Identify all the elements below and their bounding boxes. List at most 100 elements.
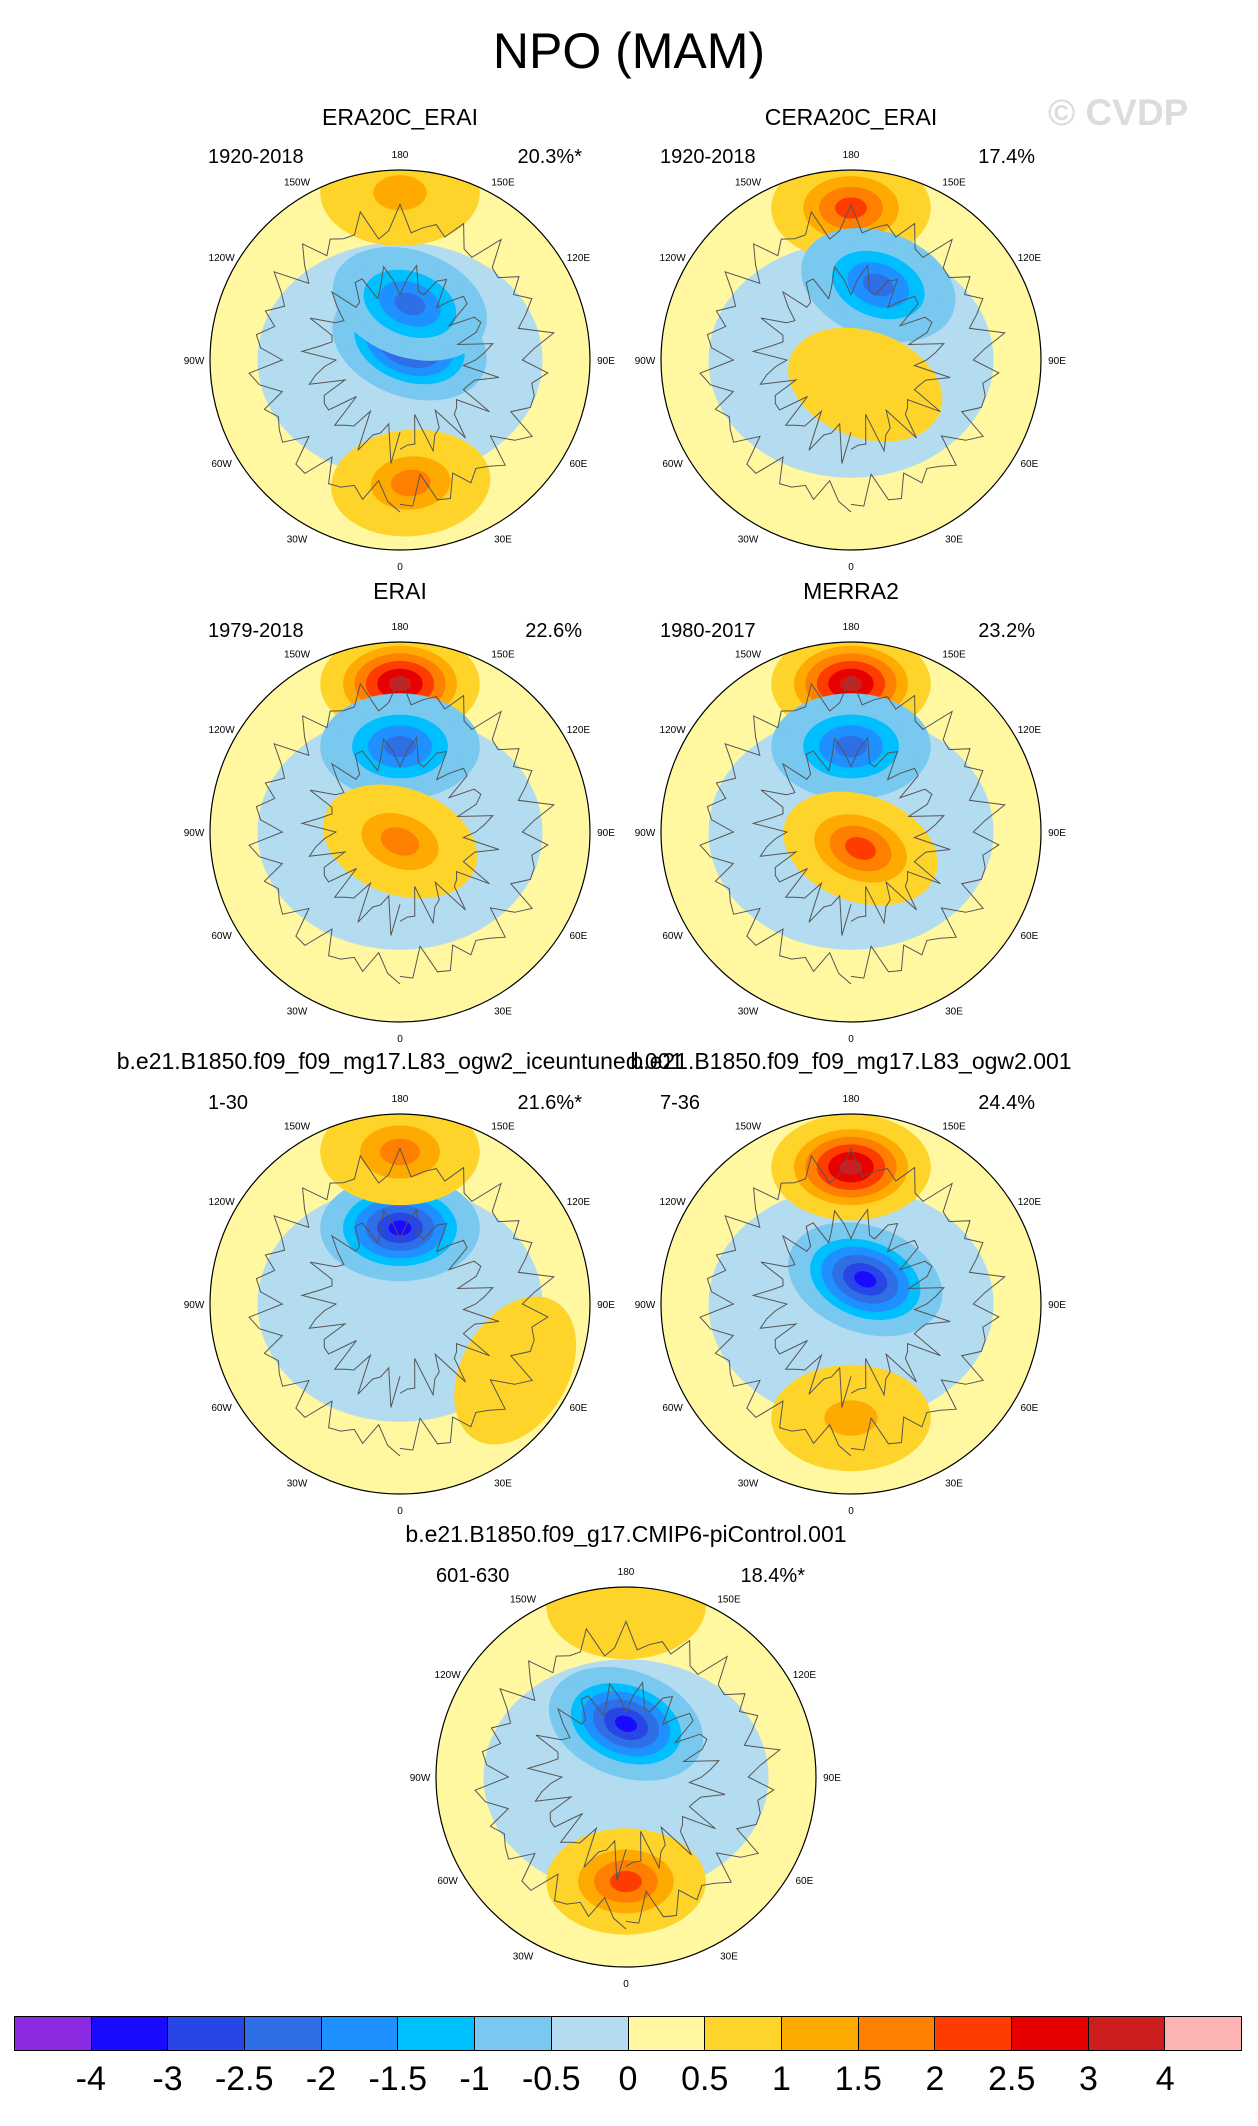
longitude-label: 120E: [793, 1670, 817, 1681]
colorbar-tick-label: 1.5: [834, 2060, 882, 2098]
map-outline: [660, 1113, 1042, 1495]
panel-period: 1-30: [208, 1092, 249, 1114]
anomaly-high-contour: [586, 1587, 666, 1633]
anomaly-low-contour: [835, 735, 867, 758]
colorbar-tick-label: 2: [925, 2060, 945, 2098]
anomaly-high-contour: [380, 1138, 420, 1166]
anomaly-low-contour: [854, 1271, 877, 1288]
coastline: [751, 264, 951, 464]
longitude-label: 30E: [945, 534, 963, 545]
longitude-label: 60W: [437, 1876, 458, 1887]
longitude-label: 30W: [738, 1006, 759, 1017]
longitude-label: 30E: [494, 1478, 512, 1489]
longitude-label: 60E: [570, 1403, 588, 1414]
longitude-label: 0: [623, 1979, 629, 1990]
polar-map: 180 150E 120E 90E 60E 30E 0 30W 60W 90W 120W 150W: [635, 622, 1067, 1045]
colorbar-swatch: [15, 2017, 92, 2050]
longitude-label: 30W: [738, 534, 759, 545]
map-outline: [660, 169, 1042, 551]
longitude-label: 30W: [287, 534, 308, 545]
longitude-label: 150E: [942, 178, 966, 189]
panel-variance: 20.3%*: [517, 146, 583, 168]
polar-map: 180 150E 120E 90E 60E 30E 0 30W 60W 90W 120W 150W: [184, 622, 616, 1045]
longitude-label: 90W: [184, 356, 205, 367]
longitude-label: 120W: [209, 725, 236, 736]
colorbar-swatch: [551, 2017, 629, 2050]
longitude-label: 120E: [1018, 1197, 1042, 1208]
colorbar-swatch: [475, 2017, 552, 2050]
coastline: [248, 1147, 556, 1457]
longitude-label: 0: [848, 1034, 854, 1045]
longitude-label: 30E: [494, 1006, 512, 1017]
anomaly-high-contour: [373, 175, 427, 211]
longitude-label: 90E: [1048, 356, 1066, 367]
watermark: © CVDP: [1048, 92, 1189, 133]
longitude-label: 0: [848, 562, 854, 573]
colorbar-swatch: [91, 2017, 169, 2050]
coastline: [248, 675, 556, 985]
longitude-label: 90W: [635, 356, 656, 367]
anomaly-high-contour: [835, 197, 867, 219]
coastline: [699, 203, 1007, 513]
panel-period: 1980-2017: [660, 620, 756, 642]
longitude-label: 120E: [567, 725, 591, 736]
panel-period: 1920-2018: [660, 146, 756, 168]
longitude-label: 60E: [570, 459, 588, 470]
anomaly-high-contour: [484, 1333, 546, 1408]
anomaly-low-contour: [614, 1715, 638, 1732]
longitude-label: 120W: [660, 725, 687, 736]
longitude-label: 90E: [1048, 1300, 1066, 1311]
anomaly-high-contour: [610, 1870, 642, 1893]
longitude-label: 60E: [570, 931, 588, 942]
colorbar: [14, 2016, 1242, 2051]
longitude-label: 60E: [1021, 459, 1039, 470]
longitude-label: 30E: [945, 1478, 963, 1489]
colorbar-swatch: [398, 2017, 476, 2050]
map-outline: [209, 1113, 591, 1495]
longitude-label: 90E: [823, 1773, 841, 1784]
longitude-label: 120E: [567, 253, 591, 264]
anomaly-high-contour: [845, 837, 876, 860]
colorbar-swatch: [858, 2017, 936, 2050]
coastline: [300, 264, 500, 464]
longitude-label: 90W: [635, 828, 656, 839]
colorbar-tick-label: -3: [152, 2060, 183, 2098]
longitude-label: 90E: [597, 828, 615, 839]
colorbar-tick-label: -2.5: [214, 2060, 274, 2098]
panel-variance: 24.4%: [978, 1092, 1035, 1114]
longitude-label: 60W: [211, 931, 232, 942]
longitude-label: 120W: [435, 1670, 462, 1681]
panel-title: ERAI: [373, 578, 427, 604]
polar-map: 180 150E 120E 90E 60E 30E 0 30W 60W 90W 120W 150W: [184, 150, 616, 573]
coastline: [474, 1620, 782, 1930]
longitude-label: 90W: [635, 1300, 656, 1311]
longitude-label: 90E: [597, 356, 615, 367]
longitude-label: 120W: [660, 1197, 687, 1208]
panel-variance: 23.2%: [978, 620, 1035, 642]
longitude-label: 60E: [796, 1876, 814, 1887]
coastline: [699, 1147, 1007, 1457]
longitude-label: 150W: [735, 178, 762, 189]
colorbar-tick-label: 0.5: [681, 2060, 729, 2098]
panel-period: 1920-2018: [208, 146, 304, 168]
longitude-label: 30W: [287, 1478, 308, 1489]
map-outline: [209, 641, 591, 1023]
colorbar-tick-label: -4: [75, 2060, 106, 2098]
longitude-label: 180: [843, 622, 860, 633]
page-title: NPO (MAM): [492, 23, 766, 79]
longitude-label: 30W: [513, 1951, 534, 1962]
map-outline: [209, 169, 591, 551]
longitude-label: 180: [392, 150, 409, 161]
longitude-label: 120W: [660, 253, 687, 264]
colorbar-tick-label: -1: [459, 2060, 490, 2098]
panel-title: b.e21.B1850.f09_f09_mg17.L83_ogw2_iceunt…: [116, 1048, 684, 1074]
panel-variance: 18.4%*: [740, 1565, 806, 1587]
coastline: [526, 1681, 726, 1881]
longitude-label: 120E: [567, 1197, 591, 1208]
colorbar-swatch: [321, 2017, 399, 2050]
colorbar-swatch: [245, 2017, 322, 2050]
colorbar-tick-label: 1: [772, 2060, 791, 2098]
map-outline: [435, 1586, 817, 1968]
longitude-label: 30E: [494, 534, 512, 545]
longitude-label: 120E: [1018, 253, 1042, 264]
